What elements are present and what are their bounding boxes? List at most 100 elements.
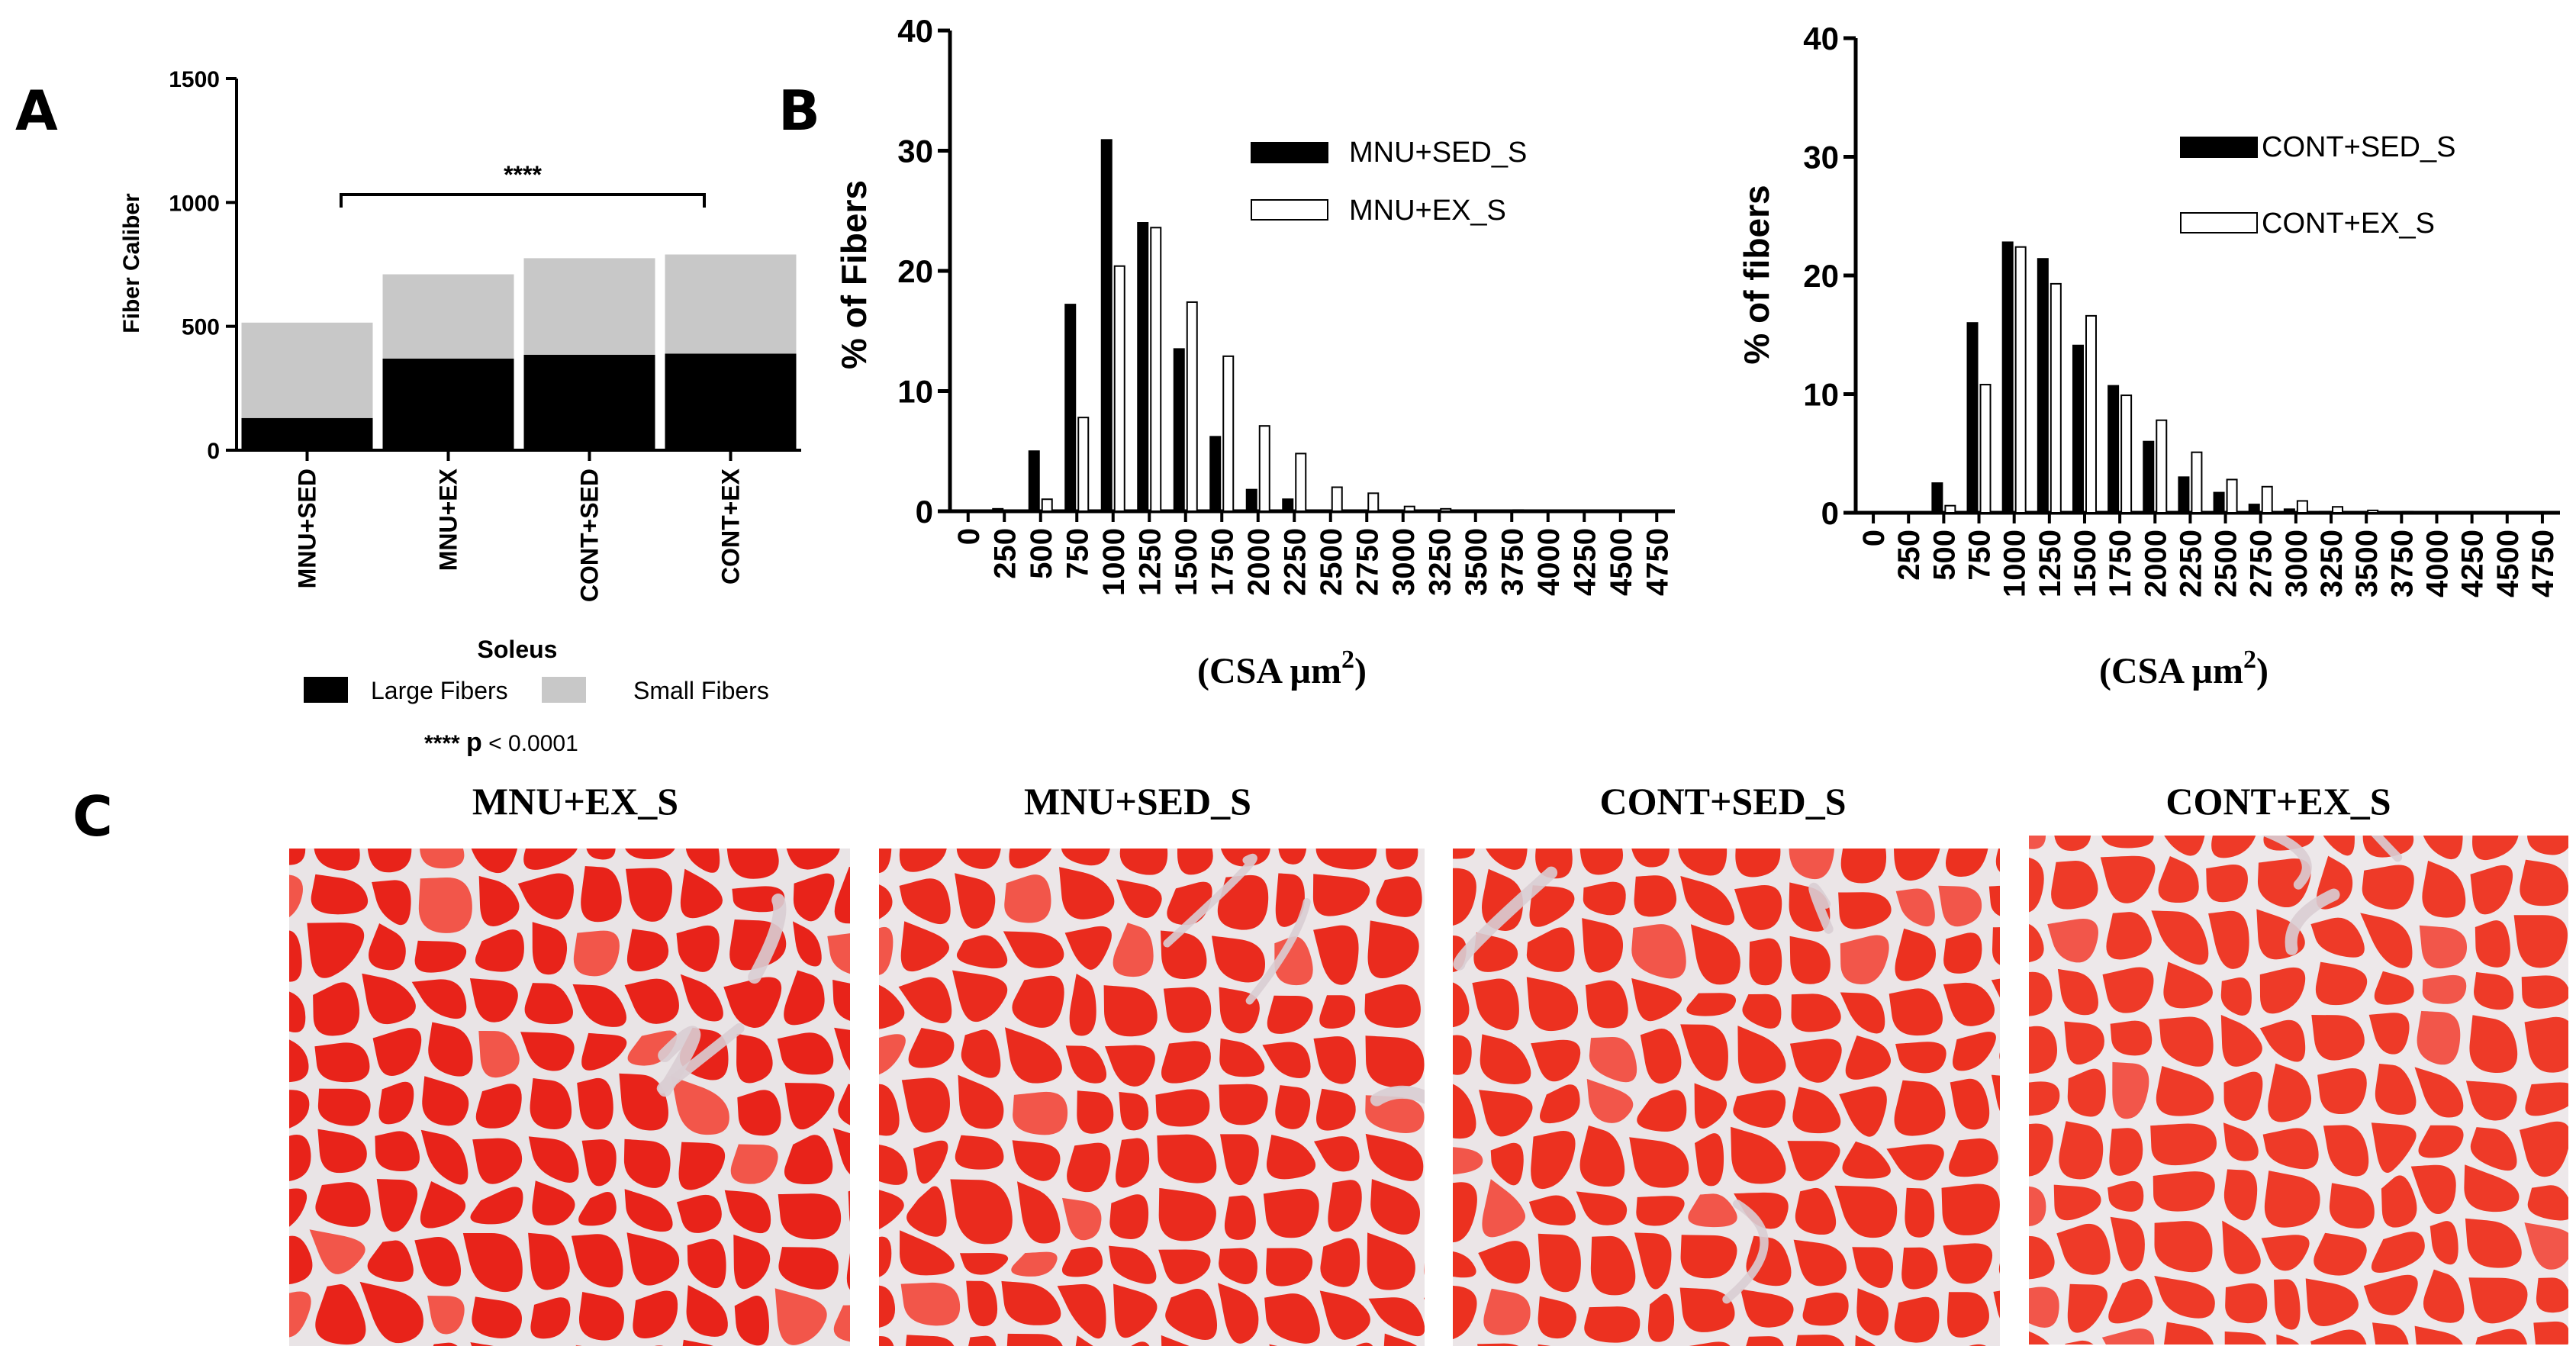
bar-small-mnu-sed bbox=[241, 322, 373, 418]
bar-mnu-sed-s-500 bbox=[1028, 450, 1040, 512]
y-tick-label: 500 bbox=[182, 315, 220, 340]
csa-cont-xlabel: (CSA µm2) bbox=[2099, 646, 2268, 691]
fiber-caliber-categories: MNU+SED MNU+EX CONT+SED CONT+EX bbox=[294, 450, 745, 602]
bar-mnu-ex-s-3750 bbox=[1512, 509, 1525, 512]
y-tick-label: 0 bbox=[916, 494, 933, 530]
legend-swatch-large bbox=[304, 677, 348, 703]
fiber-caliber-xlabel: Soleus bbox=[478, 636, 558, 663]
bar-mnu-ex-s-3000 bbox=[1403, 505, 1415, 513]
legend-swatch-small bbox=[542, 677, 586, 703]
x-tick-label: 4500 bbox=[2491, 530, 2525, 597]
micrograph-mnu-ex bbox=[289, 849, 850, 1346]
csa-mnu-xlabel: (CSA µm2) bbox=[1197, 646, 1367, 691]
x-tick-label: 1750 bbox=[1206, 528, 1239, 596]
micrograph-title-cont-ex: CONT+EX_S bbox=[2165, 780, 2391, 823]
x-tick-label: 1000 bbox=[1998, 530, 2032, 597]
bar-cont-ex-s-2750 bbox=[2261, 485, 2273, 514]
bar-cont-ex-s-1750 bbox=[2120, 394, 2133, 514]
bar-cont-sed-s-2500 bbox=[2213, 491, 2225, 514]
y-tick-label: 1500 bbox=[169, 67, 220, 92]
bar-cont-sed-s-1500 bbox=[2072, 344, 2084, 514]
legend-swatch-mnu-ex bbox=[1251, 199, 1328, 221]
bar-cont-ex-s-3750 bbox=[2402, 510, 2414, 514]
fiber-caliber-legend: Large Fibers Small Fibers bbox=[304, 677, 769, 704]
bar-cont-sed-s-3250 bbox=[2319, 510, 2331, 514]
x-tick-label: 3750 bbox=[1496, 528, 1529, 596]
x-tick-label: 4000 bbox=[1532, 528, 1566, 596]
micrograph-cont-sed bbox=[1453, 849, 2000, 1346]
y-tick-label: 30 bbox=[897, 134, 933, 169]
panel-letter-c: C bbox=[72, 784, 113, 849]
x-tick-label: 1000 bbox=[1097, 528, 1131, 596]
x-tick-label: 2000 bbox=[2139, 530, 2172, 597]
x-tick-label: 1250 bbox=[2033, 530, 2067, 597]
fiber-caliber-bars bbox=[241, 254, 797, 450]
legend-cont-sed: CONT+SED_S bbox=[2262, 131, 2455, 163]
x-tick-label: 1500 bbox=[1170, 528, 1203, 596]
bar-cont-sed-s-2750 bbox=[2248, 504, 2260, 514]
bar-large-mnu-sed bbox=[241, 417, 373, 450]
bar-cont-ex-s-1500 bbox=[2085, 314, 2097, 514]
legend-cont-ex: CONT+EX_S bbox=[2262, 208, 2435, 240]
bar-mnu-ex-s-2000 bbox=[1258, 425, 1270, 512]
x-tick-label: 2500 bbox=[2210, 530, 2243, 597]
bar-small-cont-ex bbox=[665, 254, 797, 354]
bar-small-mnu-ex bbox=[382, 274, 514, 359]
legend-small-fibers: Small Fibers bbox=[633, 677, 769, 704]
y-tick-label: 10 bbox=[1803, 377, 1839, 413]
bar-cont-sed-s-750 bbox=[1966, 322, 1979, 514]
significance-note: **** p < 0.0001 bbox=[424, 728, 578, 757]
x-tick-label: 500 bbox=[1927, 530, 1961, 581]
bar-large-cont-ex bbox=[665, 353, 797, 450]
x-tick-label: 3250 bbox=[1423, 528, 1457, 596]
x-tick-label: 750 bbox=[1061, 528, 1094, 579]
bar-mnu-ex-s-1000 bbox=[1113, 265, 1125, 512]
csa-mnu-legend: MNU+SED_S MNU+EX_S bbox=[1251, 137, 1527, 227]
significance-stars: **** bbox=[504, 161, 542, 188]
panel-letter-a: A bbox=[15, 79, 58, 143]
micrograph-mnu-sed bbox=[879, 849, 1425, 1346]
category-label: CONT+SED bbox=[576, 469, 604, 602]
x-tick-label: 2250 bbox=[2174, 530, 2207, 597]
legend-swatch-mnu-sed bbox=[1251, 142, 1328, 163]
bar-large-mnu-ex bbox=[382, 358, 514, 450]
x-tick-label: 500 bbox=[1025, 528, 1058, 579]
x-tick-label: 2500 bbox=[1315, 528, 1348, 596]
legend-mnu-ex: MNU+EX_S bbox=[1349, 195, 1506, 227]
micrograph-title-mnu-ex: MNU+EX_S bbox=[472, 780, 679, 823]
micrograph-title-cont-sed: CONT+SED_S bbox=[1599, 780, 1847, 823]
x-tick-label: 3750 bbox=[2385, 530, 2419, 597]
x-tick-label: 3500 bbox=[2350, 530, 2384, 597]
y-tick-label: 40 bbox=[1803, 21, 1839, 56]
bar-mnu-ex-s-2500 bbox=[1331, 486, 1343, 512]
fiber-caliber-chart: 0 500 1000 1500 MNU+SED MNU+EX CONT+SED CONT+E… bbox=[119, 67, 801, 757]
csa-cont-ylabel: % of fibers bbox=[1737, 185, 1776, 364]
bar-mnu-ex-s-1750 bbox=[1222, 355, 1235, 513]
x-tick-label: 1500 bbox=[2069, 530, 2102, 597]
category-label: MNU+SED bbox=[294, 469, 321, 588]
significance-bracket: **** bbox=[340, 161, 706, 208]
y-tick-label: 30 bbox=[1803, 140, 1839, 176]
y-tick-label: 0 bbox=[207, 439, 220, 464]
y-tick-label: 0 bbox=[1821, 495, 1839, 531]
y-tick-label: 10 bbox=[897, 374, 933, 410]
panel-letter-b: B bbox=[778, 79, 820, 143]
x-tick-label: 3500 bbox=[1460, 528, 1493, 596]
bar-cont-ex-s-3500 bbox=[2367, 509, 2379, 514]
bar-mnu-ex-s-750 bbox=[1077, 417, 1090, 513]
csa-cont-bars bbox=[1931, 241, 2414, 514]
bar-cont-sed-s-1250 bbox=[2037, 258, 2049, 514]
fiber-caliber-ylabel: Fiber Caliber bbox=[119, 193, 144, 333]
y-tick-label: 1000 bbox=[169, 191, 220, 216]
x-tick-label: 3000 bbox=[1387, 528, 1421, 596]
bar-mnu-sed-s-1750 bbox=[1209, 436, 1222, 512]
csa-mnu-bars bbox=[992, 139, 1525, 513]
bar-mnu-ex-s-2250 bbox=[1295, 452, 1307, 513]
x-tick-label: 3250 bbox=[2315, 530, 2349, 597]
x-tick-label: 250 bbox=[988, 528, 1022, 579]
bar-mnu-sed-s-750 bbox=[1064, 304, 1077, 512]
x-tick-label: 1250 bbox=[1133, 528, 1167, 596]
legend-swatch-cont-sed bbox=[2180, 137, 2258, 158]
